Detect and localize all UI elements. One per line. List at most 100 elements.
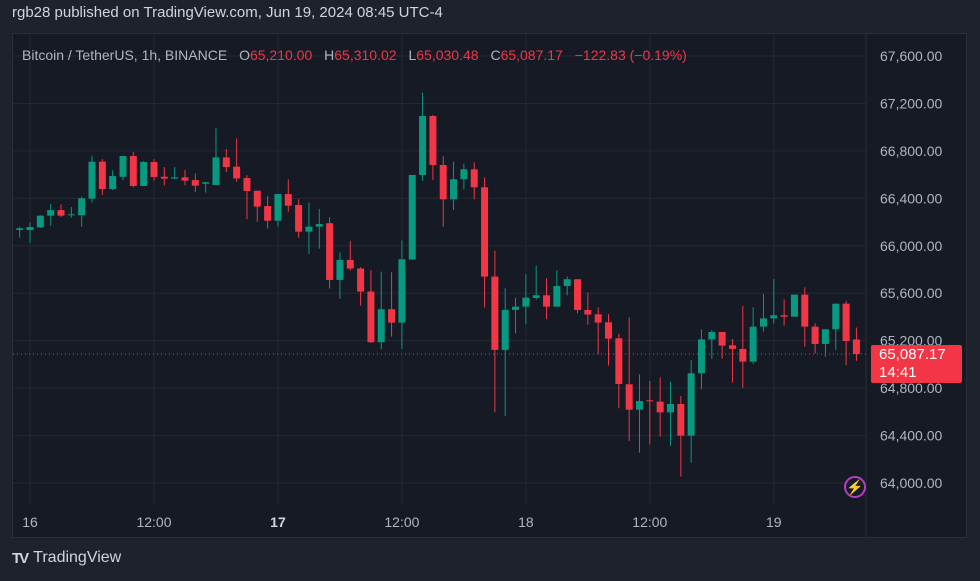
close-label: C bbox=[490, 47, 501, 63]
candle-body bbox=[36, 215, 44, 228]
candle-body bbox=[212, 157, 220, 186]
change-value: −122.83 (−0.19%) bbox=[574, 47, 687, 63]
candle-body bbox=[253, 190, 261, 207]
candle-body bbox=[326, 223, 334, 280]
candle-body bbox=[491, 276, 499, 350]
candle-body bbox=[202, 182, 210, 184]
close-value: 65,087.17 bbox=[500, 47, 563, 63]
candle-body bbox=[78, 198, 86, 216]
candle-body bbox=[222, 157, 230, 168]
candle-body bbox=[357, 268, 365, 292]
candle-body bbox=[264, 206, 272, 221]
candle-body bbox=[315, 224, 323, 227]
candle-body bbox=[140, 162, 148, 186]
published-caption: rgb28 published on TradingView.com, Jun … bbox=[12, 4, 443, 21]
y-tick-label: 66,000.00 bbox=[880, 238, 942, 254]
candle-body bbox=[171, 177, 179, 179]
candle-body bbox=[336, 259, 344, 280]
candle-body bbox=[367, 291, 375, 343]
tradingview-logo-icon: TV bbox=[12, 549, 29, 567]
candle-body bbox=[832, 303, 840, 330]
candle-body bbox=[636, 401, 643, 410]
candle-body bbox=[408, 174, 416, 260]
open-value: 65,210.00 bbox=[249, 47, 313, 63]
candle-body bbox=[594, 314, 602, 323]
candle-body bbox=[501, 309, 509, 350]
candle-body bbox=[346, 259, 354, 269]
candle-body bbox=[697, 339, 705, 374]
candle-body bbox=[460, 169, 468, 180]
candle-body bbox=[16, 228, 24, 231]
candle-body bbox=[429, 116, 437, 166]
candle-body bbox=[67, 214, 75, 216]
tradingview-logo: TV TradingView bbox=[12, 549, 121, 567]
candle-body bbox=[233, 166, 241, 179]
candle-body bbox=[419, 116, 427, 175]
candle-body bbox=[109, 176, 117, 190]
candle-body bbox=[728, 345, 736, 349]
candle-body bbox=[522, 297, 530, 307]
logo-text: TradingView bbox=[33, 549, 122, 566]
candle-body bbox=[305, 226, 313, 232]
candle-body bbox=[543, 295, 551, 307]
candle-body bbox=[553, 285, 561, 307]
candle-body bbox=[842, 303, 850, 342]
candle-body bbox=[439, 165, 447, 200]
y-tick-label: 64,400.00 bbox=[880, 428, 942, 444]
ohlc-legend: Bitcoin / TetherUS, 1h, BINANCE O65,210.… bbox=[22, 47, 687, 63]
lightning-bolt-icon[interactable]: ⚡ bbox=[844, 476, 866, 498]
high-value: 65,310.02 bbox=[334, 47, 397, 63]
candle-body bbox=[160, 176, 168, 179]
candle-body bbox=[677, 404, 685, 436]
symbol-title[interactable]: Bitcoin / TetherUS, 1h, BINANCE bbox=[22, 47, 228, 63]
candle-body bbox=[47, 210, 55, 216]
candle-body bbox=[295, 204, 303, 232]
candle-body bbox=[388, 309, 396, 323]
candle-body bbox=[584, 309, 592, 315]
candle-body bbox=[377, 309, 385, 343]
candle-body bbox=[708, 332, 716, 340]
candle-body bbox=[770, 315, 778, 319]
candle-body bbox=[150, 162, 158, 177]
candle-body bbox=[119, 155, 127, 177]
candle-body bbox=[563, 279, 571, 286]
chart-panel[interactable] bbox=[12, 33, 967, 538]
y-tick-label: 65,200.00 bbox=[880, 333, 942, 349]
candle-body bbox=[26, 227, 34, 231]
candle-body bbox=[450, 179, 458, 200]
open-label: O bbox=[239, 47, 250, 63]
candle-body bbox=[852, 339, 860, 355]
candle-body bbox=[574, 279, 582, 310]
candle-body bbox=[780, 315, 788, 317]
candle-body bbox=[666, 404, 674, 413]
x-tick-label: 19 bbox=[766, 514, 782, 530]
candle-body bbox=[481, 187, 489, 277]
candle-body bbox=[98, 161, 106, 190]
high-label: H bbox=[324, 47, 335, 63]
x-tick-label: 18 bbox=[518, 514, 534, 530]
last-price-value: 65,087.17 bbox=[879, 346, 946, 363]
candle-body bbox=[718, 332, 726, 346]
candle-body bbox=[512, 306, 520, 310]
y-tick-label: 64,000.00 bbox=[880, 475, 942, 491]
candle-body bbox=[398, 259, 406, 323]
low-value: 65,030.48 bbox=[416, 47, 479, 63]
candle-body bbox=[129, 155, 137, 186]
candle-body bbox=[243, 178, 251, 191]
candle-body bbox=[739, 348, 747, 362]
candle-body bbox=[88, 161, 96, 199]
y-tick-label: 64,800.00 bbox=[880, 380, 942, 396]
candle-body bbox=[470, 169, 478, 188]
candle-body bbox=[625, 384, 633, 410]
y-tick-label: 67,600.00 bbox=[880, 48, 942, 64]
bar-countdown: 14:41 bbox=[879, 364, 917, 381]
y-tick-label: 66,800.00 bbox=[880, 143, 942, 159]
candle-body bbox=[790, 294, 798, 317]
candle-body bbox=[274, 194, 282, 221]
candle-body bbox=[605, 322, 613, 339]
candle-body bbox=[181, 177, 189, 181]
x-tick-label: 12:00 bbox=[136, 514, 171, 530]
y-tick-label: 66,400.00 bbox=[880, 190, 942, 206]
candle-body bbox=[615, 338, 623, 384]
